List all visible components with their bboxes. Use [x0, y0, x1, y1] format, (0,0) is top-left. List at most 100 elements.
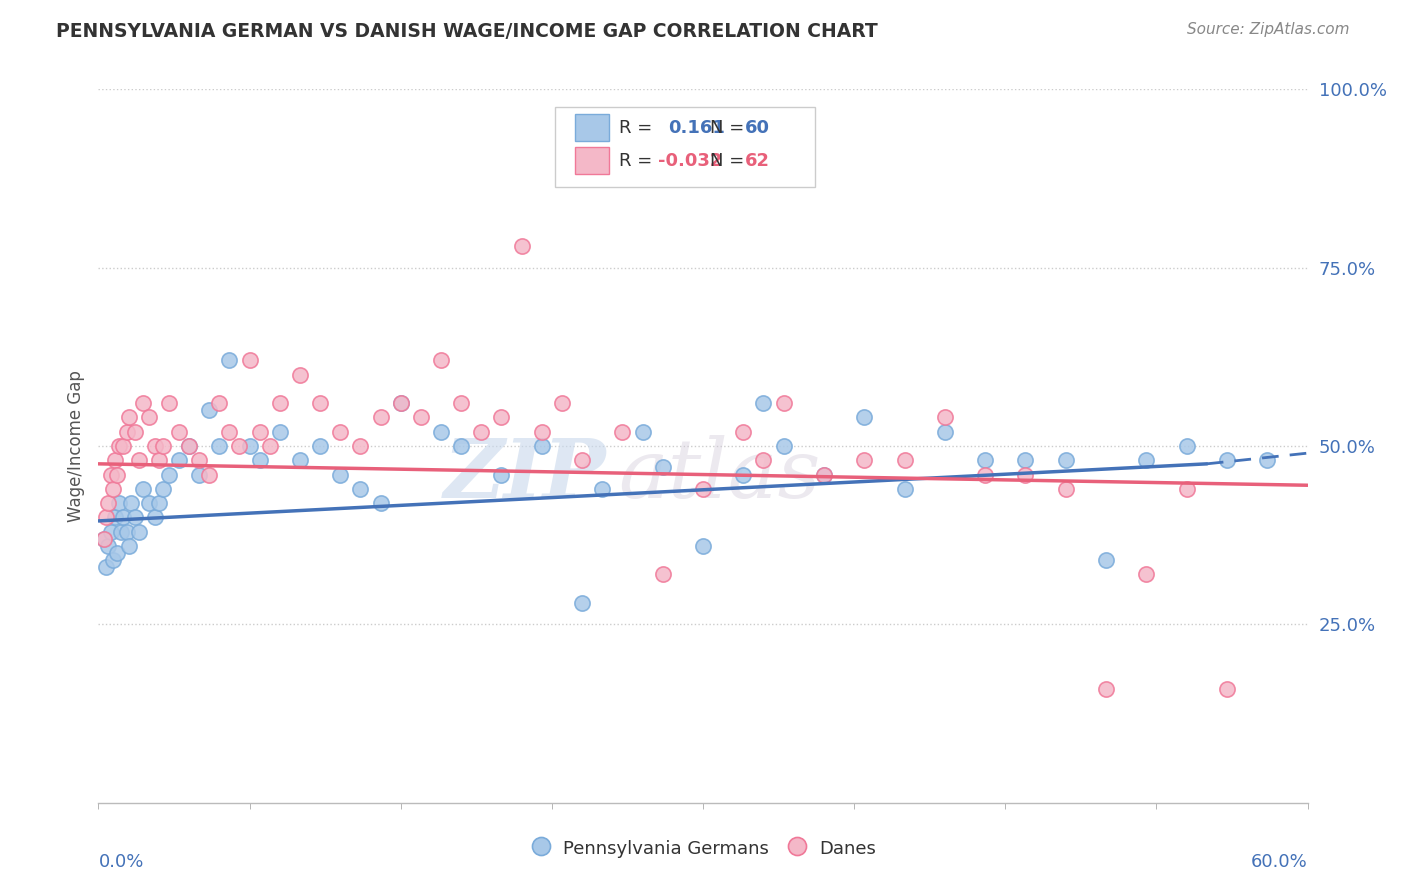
Point [96, 510, 118, 524]
Point [752, 396, 775, 410]
Point [309, 439, 332, 453]
Point [430, 353, 453, 368]
Point [389, 396, 412, 410]
Point [772, 396, 794, 410]
Point [692, 482, 714, 496]
Point [239, 353, 262, 368]
Point [974, 453, 997, 467]
Point [157, 467, 180, 482]
Point [612, 425, 634, 439]
Point [96, 560, 118, 574]
Point [370, 410, 392, 425]
Point [651, 460, 673, 475]
Legend: Pennsylvania Germans, Danes: Pennsylvania Germans, Danes [523, 831, 883, 865]
Point [853, 453, 876, 467]
Text: 60.0%: 60.0% [1251, 853, 1308, 871]
Point [329, 467, 352, 482]
Point [974, 467, 997, 482]
Point [530, 425, 553, 439]
Point [124, 425, 146, 439]
Point [259, 439, 281, 453]
Point [269, 396, 291, 410]
Point [530, 439, 553, 453]
Point [571, 453, 593, 467]
Point [118, 539, 141, 553]
Point [188, 453, 211, 467]
Point [93, 532, 115, 546]
Point [349, 482, 371, 496]
Point [101, 482, 124, 496]
Point [138, 496, 160, 510]
Text: atlas: atlas [619, 434, 821, 515]
Point [249, 425, 271, 439]
Text: R =: R = [619, 119, 652, 136]
Point [551, 396, 574, 410]
Point [309, 396, 332, 410]
Point [100, 467, 122, 482]
Point [510, 239, 533, 253]
Point [120, 496, 142, 510]
Point [115, 425, 138, 439]
Point [571, 596, 593, 610]
Point [772, 439, 794, 453]
Point [228, 439, 250, 453]
Point [128, 453, 150, 467]
Point [188, 467, 211, 482]
Point [138, 410, 160, 425]
Point [450, 396, 472, 410]
Point [115, 524, 138, 539]
Point [430, 425, 453, 439]
Point [143, 439, 166, 453]
Point [631, 425, 654, 439]
Text: N =: N = [710, 119, 744, 136]
Point [893, 453, 915, 467]
Point [208, 439, 231, 453]
Point [93, 532, 115, 546]
Point [110, 524, 132, 539]
Point [101, 553, 124, 567]
Text: Source: ZipAtlas.com: Source: ZipAtlas.com [1187, 22, 1350, 37]
Text: 60: 60 [745, 119, 770, 136]
Point [370, 496, 392, 510]
Point [651, 567, 673, 582]
Text: 0.161: 0.161 [668, 119, 724, 136]
Point [143, 510, 166, 524]
Point [1256, 453, 1278, 467]
Point [1014, 467, 1036, 482]
Point [198, 467, 221, 482]
Point [97, 539, 120, 553]
Point [103, 453, 125, 467]
Point [288, 453, 311, 467]
Text: R =: R = [619, 152, 652, 169]
Point [1014, 453, 1036, 467]
Point [97, 496, 120, 510]
Point [111, 439, 134, 453]
Point [107, 496, 129, 510]
Point [389, 396, 412, 410]
Point [934, 410, 956, 425]
Point [893, 482, 915, 496]
Point [118, 410, 141, 425]
Point [105, 546, 128, 560]
Point [813, 467, 835, 482]
Point [249, 453, 271, 467]
Point [1135, 567, 1157, 582]
Point [148, 453, 170, 467]
Point [179, 439, 201, 453]
Point [208, 396, 231, 410]
Point [124, 510, 146, 524]
Text: 0.0%: 0.0% [98, 853, 143, 871]
Point [752, 453, 775, 467]
Point [934, 425, 956, 439]
Point [733, 467, 755, 482]
Point [1135, 453, 1157, 467]
Point [218, 425, 240, 439]
Text: ZIP: ZIP [444, 434, 606, 515]
Point [107, 439, 129, 453]
Point [167, 453, 190, 467]
Point [132, 482, 155, 496]
Point [1095, 553, 1118, 567]
Point [100, 524, 122, 539]
Point [1095, 681, 1118, 696]
Point [450, 439, 472, 453]
